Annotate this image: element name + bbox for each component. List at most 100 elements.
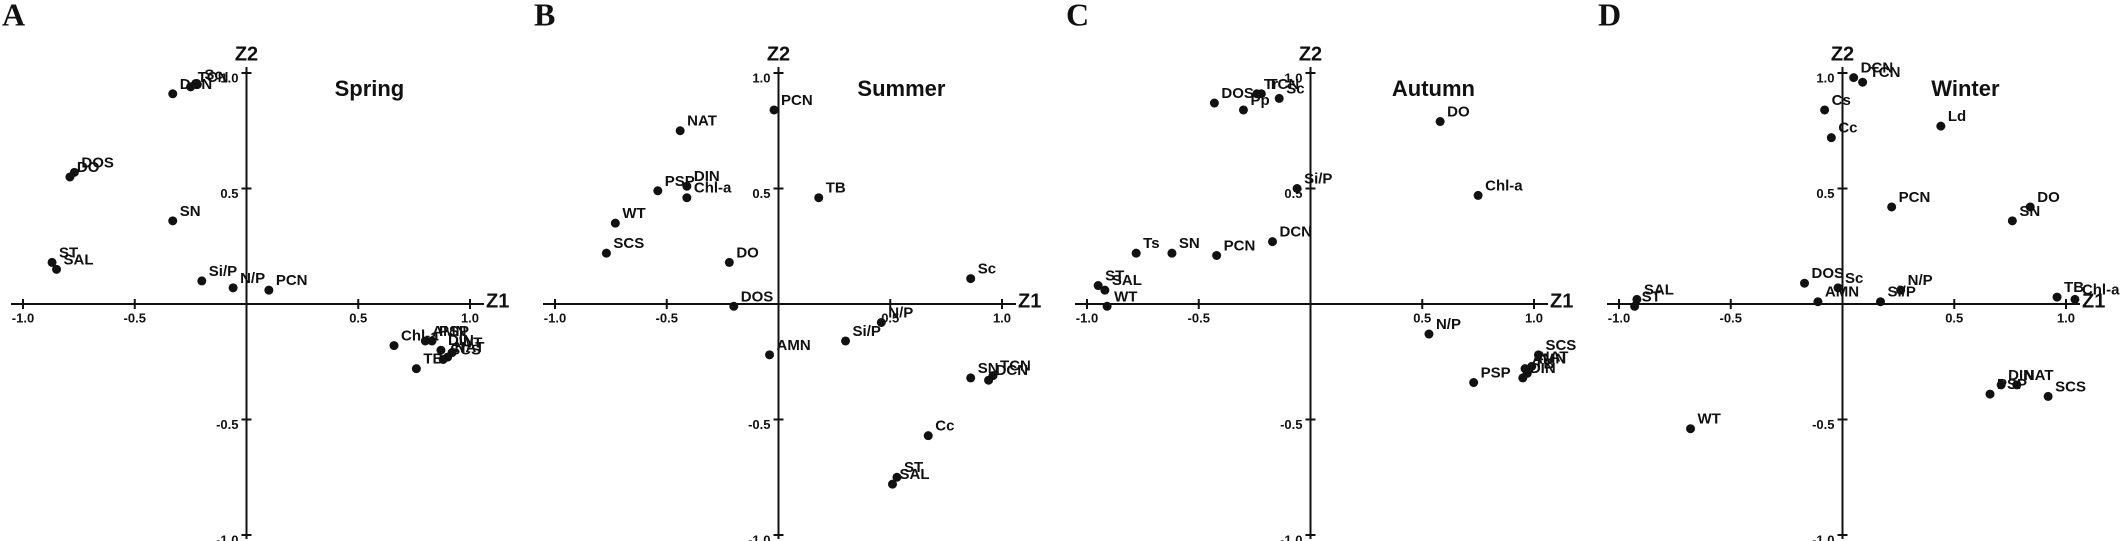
point bbox=[923, 431, 933, 441]
point-label: DCN bbox=[180, 76, 213, 93]
point bbox=[411, 364, 421, 374]
point-label: NAT bbox=[687, 113, 717, 130]
point-label: WT bbox=[459, 334, 482, 351]
point-label: Si/P bbox=[853, 323, 881, 340]
y-axis-label: Z2 bbox=[235, 43, 258, 65]
point bbox=[887, 479, 897, 489]
point-label: Si/P bbox=[1304, 170, 1332, 187]
point-label: Cs bbox=[1832, 92, 1851, 109]
y-tick-label: 1.0 bbox=[1816, 70, 1834, 85]
point-label: DOS bbox=[1812, 265, 1845, 282]
x-tick-label: -1.0 bbox=[1076, 310, 1098, 325]
panel-label: A bbox=[2, 0, 25, 32]
point-label: N/P bbox=[240, 270, 265, 287]
point bbox=[389, 341, 399, 351]
point-label: WT bbox=[1114, 288, 1137, 305]
point bbox=[1826, 133, 1836, 143]
point-label: N/P bbox=[888, 304, 913, 321]
x-tick-label: 1.0 bbox=[1525, 310, 1543, 325]
point bbox=[1212, 250, 1222, 260]
point-label: TCN bbox=[1000, 358, 1031, 375]
chart-title: Winter bbox=[1931, 76, 2000, 101]
y-tick-label: -1.0 bbox=[1280, 532, 1302, 541]
point bbox=[1533, 350, 1543, 360]
x-tick-label: 1.0 bbox=[2057, 310, 2075, 325]
point-label: Si/P bbox=[209, 263, 237, 280]
point-label: Si/P bbox=[1887, 284, 1915, 301]
point bbox=[675, 126, 685, 136]
point bbox=[52, 264, 62, 274]
point-label: WT bbox=[1698, 411, 1721, 428]
point bbox=[2012, 380, 2022, 390]
point bbox=[1274, 93, 1284, 103]
point-label: TCN bbox=[198, 69, 229, 86]
point-label: SAL bbox=[1644, 281, 1674, 298]
point-label: DCN bbox=[996, 362, 1029, 379]
point bbox=[2052, 292, 2062, 302]
point-label: PSP bbox=[665, 173, 695, 190]
point bbox=[2007, 216, 2017, 226]
y-tick-label: 0.5 bbox=[1816, 186, 1834, 201]
point-label: ST bbox=[904, 459, 923, 476]
point-label: SAL bbox=[899, 466, 929, 483]
point-label: DCN bbox=[1861, 60, 1894, 77]
point-label: PCN bbox=[276, 272, 308, 289]
point-label: SCS bbox=[2055, 378, 2086, 395]
point bbox=[769, 105, 779, 115]
point-label: TCN bbox=[1870, 64, 1901, 81]
point-label: N/P bbox=[1908, 272, 1933, 289]
point-label: N/P bbox=[1436, 316, 1461, 333]
point-label: Cc bbox=[935, 418, 954, 435]
point-label: DIN bbox=[694, 168, 720, 185]
x-tick-label: -1.0 bbox=[12, 310, 34, 325]
point bbox=[765, 350, 775, 360]
x-tick-label: -0.5 bbox=[1188, 310, 1210, 325]
point bbox=[814, 193, 824, 203]
chart-title: Spring bbox=[335, 76, 405, 101]
point bbox=[2043, 391, 2053, 401]
point-label: Chl-a bbox=[2082, 281, 2120, 298]
point bbox=[1632, 294, 1642, 304]
x-tick-label: 0.5 bbox=[1413, 310, 1431, 325]
point bbox=[1820, 105, 1830, 115]
y-tick-label: -0.5 bbox=[748, 417, 770, 432]
y-tick-label: -1.0 bbox=[1812, 532, 1834, 541]
point-label: PCN bbox=[1899, 189, 1931, 206]
point-label: TB bbox=[2064, 279, 2084, 296]
x-axis-label: Z1 bbox=[1018, 290, 1041, 312]
x-tick-label: -0.5 bbox=[1720, 310, 1742, 325]
point-label: TB bbox=[826, 180, 846, 197]
point-label: DOS bbox=[1221, 85, 1254, 102]
point bbox=[438, 354, 448, 364]
point bbox=[65, 172, 75, 182]
point bbox=[729, 301, 739, 311]
point bbox=[1093, 281, 1103, 291]
y-tick-label: 0.5 bbox=[220, 186, 238, 201]
point bbox=[653, 186, 663, 196]
point bbox=[1473, 190, 1483, 200]
x-tick-label: -0.5 bbox=[656, 310, 678, 325]
point bbox=[1518, 373, 1528, 383]
y-tick-label: -1.0 bbox=[748, 532, 770, 541]
point bbox=[2070, 294, 2080, 304]
point bbox=[1875, 297, 1885, 307]
point bbox=[1686, 424, 1696, 434]
y-tick-label: 1.0 bbox=[1284, 70, 1302, 85]
point bbox=[1833, 283, 1843, 293]
point-label: ST bbox=[1642, 288, 1661, 305]
y-tick-label: 0.5 bbox=[752, 186, 770, 201]
point bbox=[1435, 117, 1445, 127]
x-axis-label: Z1 bbox=[486, 290, 509, 312]
y-tick-label: 1.0 bbox=[220, 70, 238, 85]
point bbox=[1936, 121, 1946, 131]
point-label: DOS bbox=[81, 154, 114, 171]
point bbox=[1858, 77, 1868, 87]
x-axis-label: Z1 bbox=[2082, 290, 2105, 312]
point bbox=[1630, 301, 1640, 311]
point-label: Cc bbox=[1838, 120, 1857, 137]
point bbox=[1131, 248, 1141, 258]
point-label: SN bbox=[1179, 235, 1200, 252]
point bbox=[841, 336, 851, 346]
point bbox=[1985, 389, 1995, 399]
point-label: Chl-a bbox=[694, 180, 732, 197]
